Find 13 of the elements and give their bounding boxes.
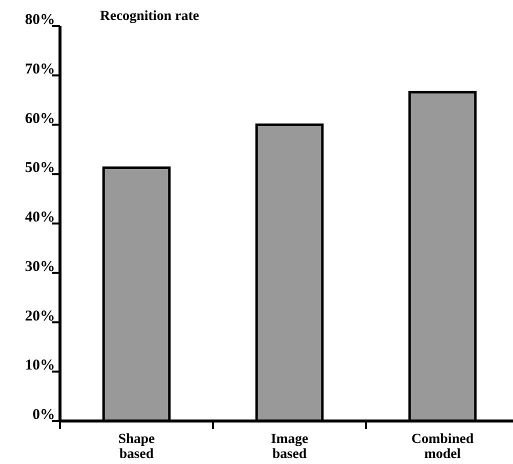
x-tick-label: Image based [270,432,308,462]
y-tick-label: 10% [25,358,55,374]
y-tick-label: 50% [25,160,55,176]
y-tick-label: 0% [32,407,55,423]
x-tick-label: Shape based [118,432,155,462]
y-tick-label: 40% [25,210,55,226]
y-tick-label: 60% [25,110,55,127]
x-tick-label: Combined model [411,432,474,462]
y-tick-label: 80% [25,12,55,28]
y-tick-label: 70% [25,61,55,78]
y-tick-label: 30% [25,258,55,275]
chart-title: Recognition rate [100,9,200,24]
y-tick-label: 20% [25,308,55,324]
